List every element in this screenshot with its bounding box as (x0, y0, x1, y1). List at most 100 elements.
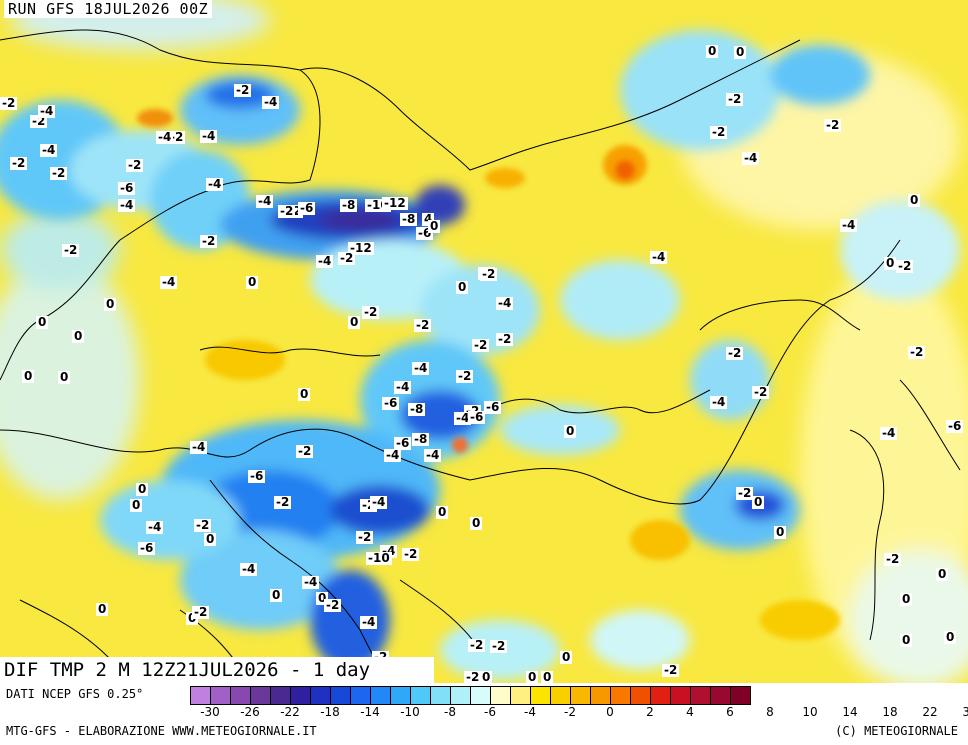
credit-left: MTG-GFS - ELABORAZIONE WWW.METEOGIORNALE… (6, 724, 317, 738)
isoline-label: -4 (370, 495, 388, 509)
isoline-label: -2 (496, 332, 514, 346)
legend-swatch (691, 687, 711, 704)
legend-swatch (511, 687, 531, 704)
legend-tick-label: -2 (564, 705, 576, 719)
legend-tick-label: -22 (280, 705, 300, 719)
isoline-label: 0 (58, 370, 71, 384)
isoline-label: -4 (190, 440, 208, 454)
isoline-label: -12 (382, 196, 408, 210)
isoline-label: -4 (412, 361, 430, 375)
isoline-label: -2 (278, 204, 296, 218)
isoline-label: -2 (472, 338, 490, 352)
isoline-label: -4 (742, 151, 760, 165)
isoline-label: -6 (248, 469, 266, 483)
isoline-label: -2 (234, 83, 252, 97)
legend-swatch (211, 687, 231, 704)
isoline-label: -8 (340, 198, 358, 212)
isoline-label: -4 (840, 218, 858, 232)
isoline-label: -2 (896, 259, 914, 273)
isoline-label: 0 (36, 315, 49, 329)
isoline-label: -2 (908, 345, 926, 359)
legend-swatch (631, 687, 651, 704)
isoline-label: 0 (944, 630, 957, 644)
legend-swatch (551, 687, 571, 704)
credit-right: (C) METEOGIORNALE (835, 724, 958, 738)
isoline-label: 0 (22, 369, 35, 383)
isoline-label: -4 (650, 250, 668, 264)
isoline-label: -2 (356, 530, 374, 544)
isoline-label: -2 (0, 96, 18, 110)
isoline-label: -2 (50, 166, 68, 180)
legend-swatch (571, 687, 591, 704)
legend-tick-label: 6 (726, 705, 734, 719)
legend-tick-label: 14 (842, 705, 858, 719)
legend-tick-label: 0 (606, 705, 614, 719)
isoline-label: 0 (298, 387, 311, 401)
map-field (0, 0, 968, 683)
isoline-label: -2 (464, 670, 482, 683)
legend-ticks: -30 -26 -22 -18 -14 -10 -8 -6 -4 -2 0 2 4 6 8 10 14 18 22 3… (190, 705, 968, 721)
isoline-label: -2 (662, 663, 680, 677)
isoline-label: -6 (298, 201, 316, 215)
isoline-label: 0 (204, 532, 217, 546)
legend-tick-label: 2 (646, 705, 654, 719)
isoline-label: -2 (490, 639, 508, 653)
legend-tick-label: -4 (524, 705, 536, 719)
isoline-label: 0 (104, 297, 117, 311)
isoline-label: -2 (338, 251, 356, 265)
isoline-label: 0 (774, 525, 787, 539)
isoline-label: 0 (480, 670, 493, 683)
legend-tick-label: 10 (802, 705, 818, 719)
isoline-label: 0 (72, 329, 85, 343)
isoline-label: -2 (480, 267, 498, 281)
isoline-label: -2 (362, 305, 380, 319)
isoline-label: 0 (706, 44, 719, 58)
legend-swatch (471, 687, 491, 704)
isoline-label: 0 (96, 602, 109, 616)
isoline-label: -2 (726, 346, 744, 360)
legend-swatch (391, 687, 411, 704)
legend-swatch (231, 687, 251, 704)
isoline-label: -4 (316, 254, 334, 268)
isoline-label: -2 (194, 518, 212, 532)
isoline-label: -6 (484, 400, 502, 414)
legend-tick-label: -30 (200, 705, 220, 719)
isoline-label: -2 (456, 369, 474, 383)
isoline-label: -2 (126, 158, 144, 172)
legend-swatch (371, 687, 391, 704)
legend-tick-label: 30 (962, 705, 968, 719)
isoline-label: -2 (884, 552, 902, 566)
isoline-label: 0 (564, 424, 577, 438)
isoline-label: -2 (824, 118, 842, 132)
isoline-label: -4 (240, 562, 258, 576)
temperature-anomaly-map[interactable]: RUN GFS 18JUL2026 00Z -2 -2 -4 -2 -4 -2 -6 -4 -2… (0, 0, 968, 683)
isoline-label: 0 (752, 495, 765, 509)
isoline-label: -4 (262, 95, 280, 109)
isoline-label: 0 (136, 482, 149, 496)
isoline-label: 0 (734, 45, 747, 59)
isoline-label: -4 (710, 395, 728, 409)
isoline-label: 0 (470, 516, 483, 530)
isoline-label: -2 (414, 318, 432, 332)
isoline-label: -4 (156, 130, 174, 144)
legend-swatch (491, 687, 511, 704)
isoline-label: 0 (884, 256, 897, 270)
legend-tick-label: -10 (400, 705, 420, 719)
isoline-label: -4 (206, 177, 224, 191)
legend-tick-label: 8 (766, 705, 774, 719)
isoline-label: -4 (880, 426, 898, 440)
isoline-label: -4 (496, 296, 514, 310)
isoline-label: 0 (246, 275, 259, 289)
legend-swatch (591, 687, 611, 704)
legend-swatch (331, 687, 351, 704)
isoline-label: -2 (402, 547, 420, 561)
legend-tick-label: 18 (882, 705, 898, 719)
legend-tick-label: -6 (484, 705, 496, 719)
legend-swatch (271, 687, 291, 704)
isoline-label: -2 (736, 486, 754, 500)
isoline-label: 0 (900, 633, 913, 647)
isoline-label: -2 (10, 156, 28, 170)
isoline-label: -6 (382, 396, 400, 410)
isoline-label: -4 (160, 275, 178, 289)
isoline-label: -4 (454, 411, 472, 425)
